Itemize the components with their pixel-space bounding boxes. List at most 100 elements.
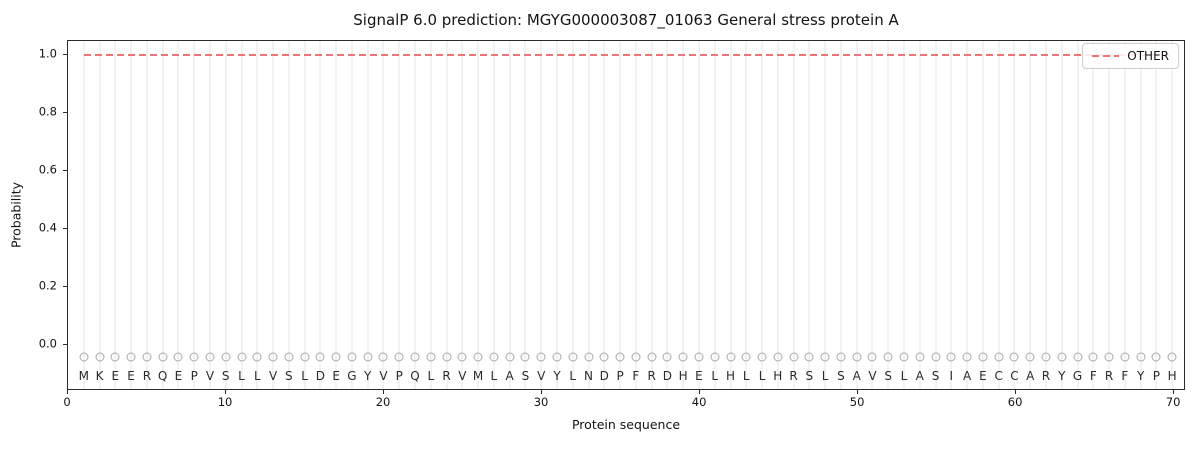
y-tick-mark [63,112,67,113]
residue-marker-circle [1088,352,1098,362]
gridline [114,41,117,389]
sequence-letter: G [347,369,357,384]
sequence-letter: Y [1136,369,1145,384]
y-tick-label: 0.8 [38,104,57,119]
gridline [903,41,905,389]
gridline [950,41,953,389]
sequence-letter: C [1010,369,1019,384]
sequence-letter: R [142,369,152,384]
sequence-letter: S [285,369,293,384]
sequence-letter: E [979,369,987,384]
residue-marker-circle [852,352,862,362]
sequence-letter: E [174,369,183,384]
residue-marker-circle [915,352,925,362]
x-tick-label: 30 [533,395,549,409]
sequence-letter: P [190,369,198,384]
sequence-letter: Y [364,369,372,384]
sequence-letter: S [221,369,230,384]
gridline [855,41,858,389]
sequence-letter: L [742,369,750,384]
residue-marker-circle [631,352,641,362]
x-axis-label: Protein sequence [571,417,681,432]
y-axis-label: Probability [8,181,24,249]
sequence-letter: R [789,369,798,384]
sequence-letter: N [584,369,594,384]
sequence-letter: Q [157,369,168,384]
residue-marker-circle [994,352,1004,362]
y-tick-mark [63,228,67,229]
gridline [224,41,227,389]
sequence-letter: E [695,369,703,384]
sequence-letter: P [616,369,624,384]
residue-marker-circle [110,352,120,362]
sequence-letter: L [253,369,261,384]
sequence-letter: L [821,369,829,384]
sequence-letter: L [758,369,766,384]
gridline [1029,41,1032,389]
sequence-letter: G [1072,369,1083,384]
x-tick-label: 50 [849,395,865,409]
other-probability-line [83,54,1173,57]
sequence-letter: Y [553,369,561,384]
sequence-letter: R [1104,369,1114,384]
legend-dashed-line-swatch [1092,55,1120,57]
sequence-letter: R [1041,369,1051,384]
gridline [414,41,417,389]
x-tick-label: 40 [691,395,707,409]
gridline [335,41,338,389]
residue-marker-circle [142,352,152,362]
residue-marker-circle [836,352,846,362]
residue-marker-circle [1151,352,1161,362]
gridline [445,41,448,389]
x-tick-mark [383,390,384,394]
gridline [1092,41,1095,389]
y-tick-label: 1.0 [38,46,57,61]
gridline [871,41,874,389]
residue-marker-circle [883,352,893,362]
residue-marker-circle [489,352,499,362]
gridline [729,41,732,389]
residue-marker-circle [1120,352,1130,362]
gridline [603,41,606,389]
sequence-letter: V [537,369,546,384]
sequence-letter: H [773,369,783,384]
gridline [745,41,748,389]
residue-marker-circle [520,352,530,362]
gridline [256,41,259,389]
residue-marker-circle [363,352,373,362]
residue-marker-circle [536,352,546,362]
x-tick-mark [67,390,68,394]
y-tick-label: 0.2 [38,278,57,293]
residue-marker-circle [394,352,404,362]
residue-marker-circle [931,352,941,362]
residue-marker-circle [757,352,767,362]
sequence-letter: S [931,369,940,384]
x-tick-mark [699,390,700,394]
residue-marker-circle [95,352,105,362]
residue-marker-circle [726,352,735,362]
gridline [477,41,480,389]
gridline [682,41,685,389]
gridline [918,41,921,389]
x-tick-label: 60 [1007,395,1023,409]
sequence-letter: D [599,369,609,384]
residue-marker-circle [599,352,609,362]
gridline [350,41,353,389]
residue-marker-circle [252,352,262,362]
gridline [761,41,764,389]
sequence-letter: L [490,369,498,384]
gridline [508,41,511,389]
residue-marker-circle [584,352,594,362]
residue-marker-circle [568,352,578,362]
gridline [524,41,527,389]
sequence-letter: V [268,369,278,384]
residue-marker-circle [315,352,325,362]
gridline [1139,41,1142,389]
sequence-letter: E [127,369,135,384]
sequence-letter: F [632,369,640,384]
sequence-letter: L [427,369,435,384]
residue-marker-circle [662,352,672,362]
gridline [1076,41,1079,389]
